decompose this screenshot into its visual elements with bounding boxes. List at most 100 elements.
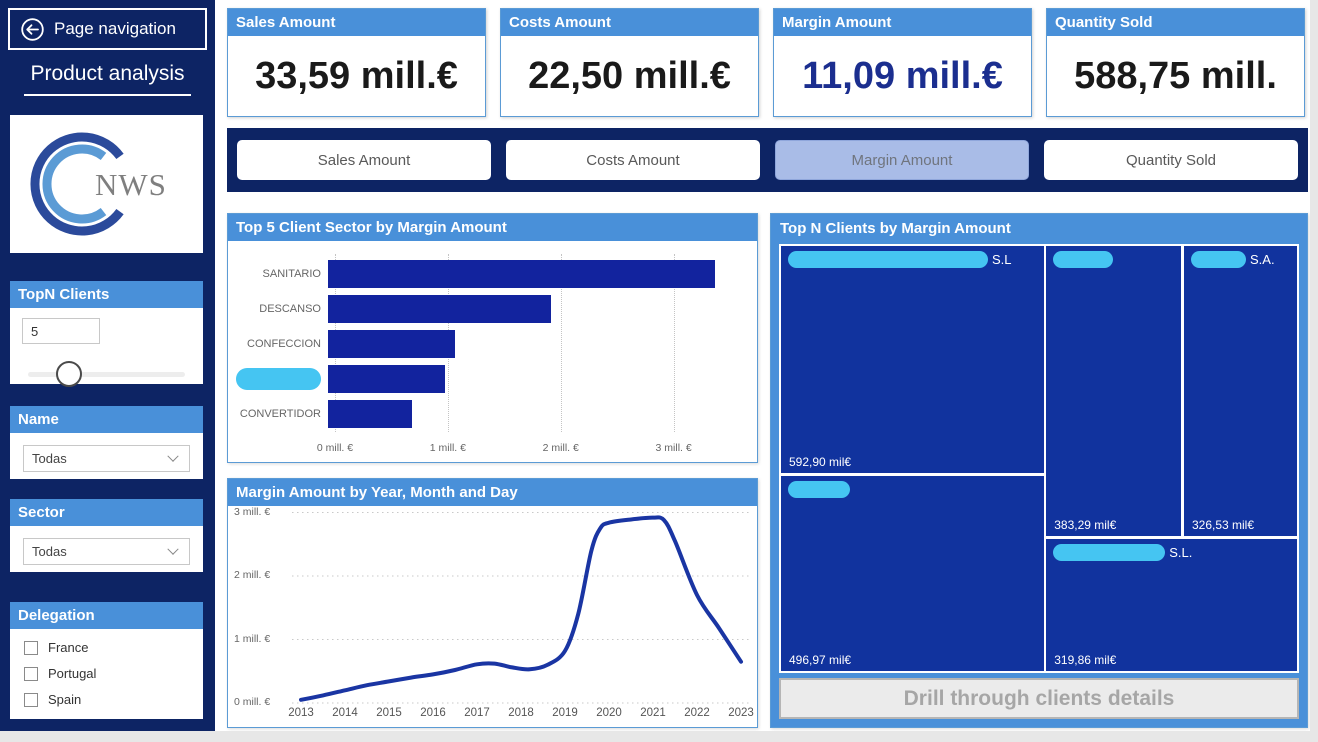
gridline: [673, 254, 675, 432]
kpi-card-title: Margin Amount: [774, 9, 1031, 36]
treemap-cell-value: 319,86 mil€: [1054, 653, 1117, 667]
kpi-card-value: 33,59 mill.€: [255, 54, 458, 97]
redacted-category-label: [228, 367, 328, 390]
treemap-cell-value: 496,97 mil€: [789, 652, 852, 667]
line-chart-plot: 0 mill. € 1 mill. € 2 mill. € 3 mill. € 2013…: [228, 506, 757, 727]
drill-through-button[interactable]: Drill through clients details: [779, 678, 1299, 719]
x-axis-tick-label: 2013: [288, 707, 314, 719]
topn-clients-title: TopN Clients: [10, 281, 203, 308]
name-dropdown[interactable]: Todas: [23, 445, 190, 472]
bar[interactable]: [328, 399, 412, 428]
sector-dropdown[interactable]: Todas: [23, 538, 190, 565]
client-name-suffix: S.L.: [1169, 545, 1193, 561]
redacted-client-name: [1190, 251, 1246, 268]
delegation-option[interactable]: France: [24, 640, 203, 655]
sector-slicer: Sector Todas: [10, 499, 203, 572]
line-chart-panel: Margin Amount by Year, Month and Day 0 m…: [227, 478, 758, 728]
kpi-card: Quantity Sold 588,75 mill.: [1046, 8, 1305, 117]
bar-category-label: SANITARIO: [262, 267, 321, 280]
bar-track: [328, 329, 747, 358]
bar-chart-title: Top 5 Client Sector by Margin Amount: [228, 214, 757, 241]
line-series[interactable]: [299, 515, 743, 702]
page-navigation-button[interactable]: Page navigation: [8, 8, 207, 50]
checkbox-icon[interactable]: [24, 692, 38, 707]
delegation-slicer: Delegation France Portugal Spain: [10, 602, 203, 719]
bar-row: CONFECCION: [228, 326, 747, 361]
x-axis-tick-label: 2022: [684, 707, 710, 719]
treemap-cell[interactable]: S.A. 326,53 mil€: [1183, 246, 1297, 537]
x-axis-tick-label: 2014: [332, 707, 358, 719]
logo-text: NWS: [95, 167, 167, 202]
topn-slider[interactable]: [28, 360, 185, 388]
client-name-suffix: S.L: [992, 252, 1012, 267]
bar-row: DESCANSO: [228, 291, 747, 326]
treemap-cell[interactable]: S.L 592,90 mil€: [781, 246, 1044, 473]
bar-category-label: DESCANSO: [259, 302, 321, 315]
x-axis-tick-label: 2018: [508, 707, 534, 719]
kpi-card-title: Quantity Sold: [1047, 9, 1304, 36]
delegation-option[interactable]: Spain: [24, 692, 203, 707]
treemap-cell[interactable]: S.L. 319,86 mil€: [1046, 539, 1297, 671]
bar-category-label: CONVERTIDOR: [239, 407, 321, 420]
metric-toggle-bar: Sales Amount Costs Amount Margin Amount Qua…: [227, 128, 1308, 192]
logo-inner-arc: [42, 144, 107, 224]
line-chart-svg: [292, 512, 751, 704]
x-axis-tick-label: 2 mill. €: [542, 442, 579, 454]
metric-button[interactable]: Costs Amount: [506, 140, 760, 180]
delegation-option-label: Spain: [48, 692, 82, 707]
treemap-cell-label: [1053, 251, 1174, 268]
kpi-card-value: 22,50 mill.€: [528, 54, 731, 97]
bar[interactable]: [328, 259, 715, 288]
chevron-down-icon: [167, 543, 179, 555]
treemap-cell-value: 383,29 mil€: [1054, 518, 1117, 533]
topn-slider-handle[interactable]: [55, 361, 82, 387]
page-title: Product analysis: [24, 62, 191, 96]
name-slicer: Name Todas: [10, 406, 203, 479]
logo-outer-arc: [30, 132, 124, 236]
bar[interactable]: [328, 364, 446, 393]
treemap-cell[interactable]: 383,29 mil€: [1046, 246, 1181, 537]
kpi-card: Costs Amount 22,50 mill.€: [500, 8, 759, 117]
metric-button[interactable]: Sales Amount: [237, 140, 491, 180]
checkbox-icon[interactable]: [24, 640, 38, 655]
metric-button[interactable]: Margin Amount: [775, 140, 1029, 180]
treemap-cell-label: S.L.: [1053, 544, 1290, 562]
treemap-title: Top N Clients by Margin Amount: [780, 220, 1011, 237]
y-axis-tick-label: 3 mill. €: [234, 505, 271, 518]
sector-dropdown-value: Todas: [32, 544, 67, 559]
metric-button[interactable]: Quantity Sold: [1044, 140, 1298, 180]
topn-clients-slicer: TopN Clients: [10, 281, 203, 387]
bar[interactable]: [328, 329, 456, 358]
bar-track: [328, 364, 747, 393]
redacted-client-name: [788, 480, 850, 498]
bar[interactable]: [328, 294, 551, 323]
client-name-suffix: S.A.: [1249, 252, 1275, 267]
delegation-option-label: Portugal: [48, 666, 97, 681]
x-axis-tick-label: 0 mill. €: [316, 442, 354, 454]
kpi-card-title: Sales Amount: [228, 9, 485, 36]
x-axis-tick-label: 2016: [420, 707, 446, 719]
bar-track: [328, 399, 747, 428]
treemap-panel: Top N Clients by Margin Amount S.L 592,90…: [770, 213, 1308, 728]
treemap-cell-label: S.A.: [1190, 251, 1290, 268]
x-axis-tick-label: 3 mill. €: [655, 442, 692, 454]
bar-category-label: CONFECCION: [247, 337, 321, 350]
delegation-option[interactable]: Portugal: [24, 666, 203, 681]
bar-row: SANITARIO: [228, 256, 747, 291]
checkbox-icon[interactable]: [24, 666, 38, 681]
line-chart-title: Margin Amount by Year, Month and Day: [228, 479, 757, 506]
bar-track: [328, 259, 747, 288]
redacted-client-name: [1053, 544, 1166, 562]
y-axis-tick-label: 1 mill. €: [234, 632, 271, 645]
topn-value-input[interactable]: [22, 318, 100, 344]
bar-chart-plot: SANITARIO DESCANSO CONFECCION CONVERTIDOR: [228, 256, 747, 431]
x-axis-tick-label: 1 mill. €: [429, 442, 466, 454]
chevron-down-icon: [167, 450, 179, 462]
sector-slicer-title: Sector: [10, 499, 203, 526]
treemap-cell-value: 592,90 mil€: [789, 454, 852, 469]
treemap-cell-label: S.L: [788, 251, 1037, 268]
treemap-cell[interactable]: 496,97 mil€: [781, 475, 1044, 671]
topn-slider-track[interactable]: [28, 372, 185, 377]
kpi-card: Margin Amount 11,09 mill.€: [773, 8, 1032, 117]
x-axis-tick-label: 2021: [640, 707, 666, 719]
